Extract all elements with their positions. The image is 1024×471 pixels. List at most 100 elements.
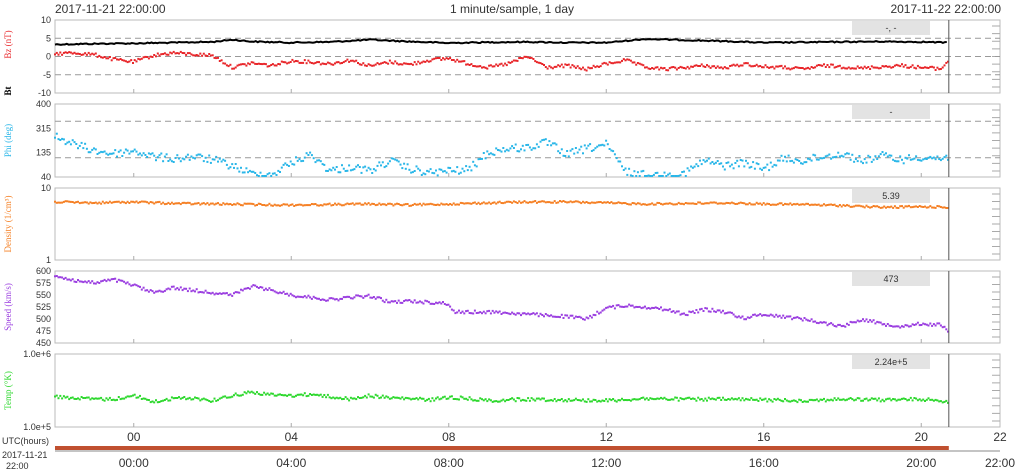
- data-point: [693, 64, 696, 67]
- data-point: [256, 63, 258, 65]
- data-point: [787, 154, 790, 157]
- data-point: [374, 169, 377, 172]
- data-point: [218, 203, 221, 206]
- data-point: [103, 150, 106, 153]
- data-point: [284, 394, 287, 397]
- data-point: [396, 301, 398, 304]
- data-point: [495, 310, 498, 313]
- data-point: [486, 67, 489, 70]
- data-point: [435, 397, 437, 400]
- data-point: [931, 324, 934, 327]
- data-point: [888, 206, 891, 209]
- data-point: [130, 395, 133, 398]
- data-point: [746, 316, 749, 319]
- data-point: [645, 397, 648, 400]
- data-point: [369, 168, 372, 171]
- data-point: [314, 203, 317, 205]
- data-point: [69, 51, 72, 54]
- data-point: [458, 172, 460, 175]
- data-point: [123, 59, 126, 62]
- data-point: [732, 398, 735, 401]
- data-point: [589, 314, 592, 317]
- data-point: [309, 151, 312, 154]
- data-point: [761, 203, 763, 206]
- data-point: [477, 399, 480, 402]
- series-density: [54, 200, 949, 209]
- data-point: [872, 397, 875, 400]
- data-point: [550, 66, 553, 69]
- data-point: [374, 63, 377, 66]
- data-point: [286, 292, 289, 295]
- data-point: [365, 396, 368, 399]
- data-point: [372, 64, 375, 67]
- data-point: [823, 203, 825, 206]
- data-point: [300, 203, 303, 206]
- data-point: [362, 396, 365, 399]
- data-point: [364, 295, 367, 298]
- data-point: [147, 152, 150, 155]
- data-point: [714, 398, 717, 401]
- data-point: [837, 65, 840, 68]
- data-point: [862, 67, 864, 70]
- data-point: [633, 61, 636, 64]
- data-point: [204, 156, 207, 159]
- data-point: [456, 166, 459, 169]
- data-point: [838, 398, 841, 401]
- data-point: [300, 61, 303, 64]
- data-point: [466, 398, 469, 401]
- data-point: [330, 397, 333, 400]
- data-point: [396, 62, 398, 65]
- data-point: [645, 175, 648, 177]
- data-point: [222, 62, 225, 65]
- data-point: [108, 152, 111, 155]
- data-point: [697, 311, 700, 314]
- data-point: [644, 66, 646, 69]
- data-point: [268, 202, 271, 205]
- data-point: [268, 65, 271, 68]
- data-point: [537, 200, 540, 203]
- data-point: [633, 170, 636, 173]
- data-point: [378, 161, 381, 164]
- data-point: [725, 399, 728, 401]
- data-point: [318, 394, 320, 397]
- data-point: [342, 204, 345, 207]
- data-point: [670, 202, 673, 205]
- data-point: [435, 57, 437, 60]
- data-point: [233, 292, 235, 295]
- data-point: [149, 289, 152, 292]
- data-point: [472, 65, 475, 67]
- data-point: [906, 324, 909, 327]
- data-point: [335, 203, 338, 206]
- data-point: [463, 202, 466, 205]
- data-point: [589, 67, 592, 70]
- data-point: [222, 292, 225, 295]
- data-point: [849, 397, 852, 399]
- data-point: [647, 398, 650, 401]
- data-point: [108, 200, 111, 203]
- data-point: [93, 282, 95, 285]
- data-point: [139, 201, 141, 204]
- data-point: [271, 172, 274, 175]
- data-point: [236, 394, 239, 397]
- data-point: [456, 58, 459, 61]
- data-point: [851, 67, 854, 70]
- data-point: [75, 52, 78, 55]
- data-point: [57, 276, 60, 279]
- data-point: [435, 301, 437, 304]
- data-point: [785, 160, 788, 163]
- data-point: [534, 147, 537, 150]
- data-point: [695, 309, 698, 311]
- data-point: [683, 203, 685, 206]
- data-point: [771, 314, 774, 317]
- data-point: [945, 328, 948, 331]
- data-point: [413, 397, 416, 400]
- data-point: [605, 139, 608, 142]
- readout-value: -: [890, 107, 893, 117]
- data-point: [528, 313, 531, 316]
- data-point: [699, 308, 701, 311]
- data-point: [684, 397, 687, 400]
- data-point: [291, 294, 294, 297]
- data-point: [652, 398, 655, 401]
- data-point: [582, 152, 584, 155]
- data-point: [555, 315, 558, 318]
